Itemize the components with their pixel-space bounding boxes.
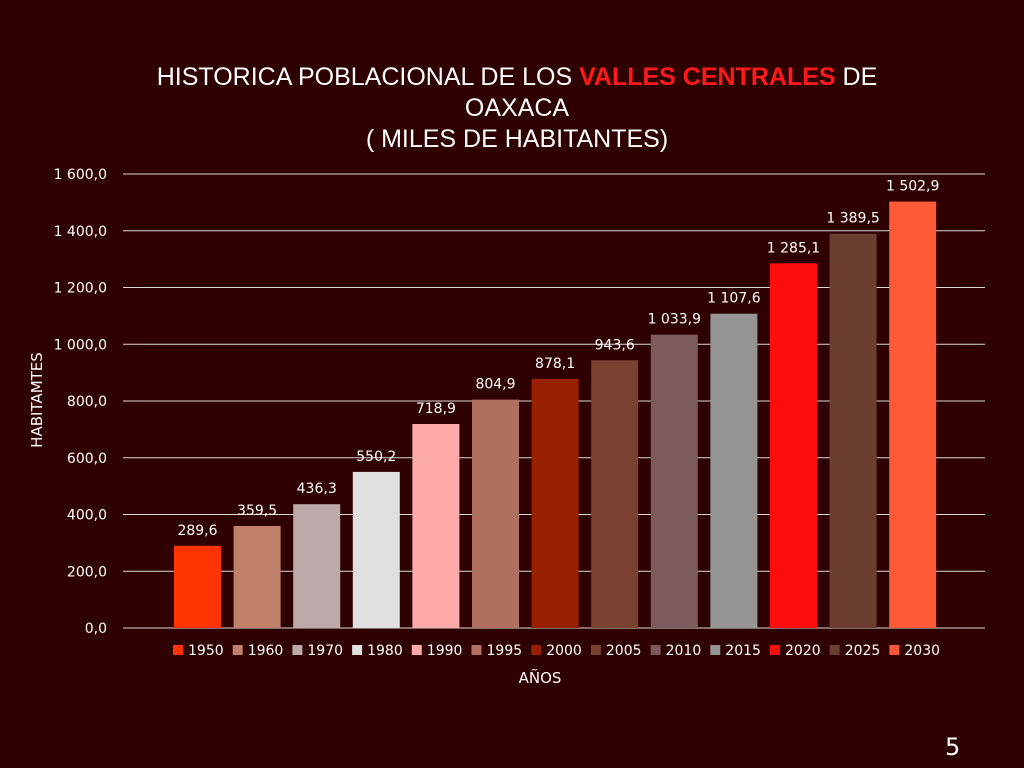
data-label-2000: 878,1: [535, 356, 575, 372]
data-label-1950: 289,6: [177, 523, 217, 539]
legend-swatch-1970: [292, 645, 303, 655]
bar-2015: [710, 313, 758, 628]
legend-swatch-1980: [352, 645, 363, 655]
y-tick-label: 1 000,0: [54, 337, 107, 353]
y-tick-label: 1 200,0: [54, 281, 107, 297]
slide-number: 5: [945, 733, 961, 761]
bar-1980: [352, 471, 400, 628]
y-tick-label: 0,0: [85, 621, 107, 637]
legend-swatch-2020: [770, 645, 780, 655]
bar-2000: [531, 378, 579, 628]
y-tick-label: 1 600,0: [54, 167, 107, 183]
legend-label-2025: 2025: [845, 643, 881, 659]
data-label-2030: 1 502,9: [886, 179, 939, 195]
data-label-1960: 359,5: [237, 503, 277, 519]
legend: 1950 1960 1970 1980 1990 1995 2000 2005 2010 2015…: [173, 643, 940, 659]
legend-label-1980: 1980: [367, 643, 403, 659]
legend-swatch-2000: [531, 645, 542, 655]
y-tick-label: 800,0: [67, 394, 107, 410]
y-tick-label: 400,0: [67, 508, 107, 524]
bar-1970: [293, 504, 341, 628]
data-labels: 289,6 359,5 436,3 550,2 718,9 804,9 878,1 943,6…: [177, 179, 939, 539]
bar-1990: [412, 424, 460, 628]
bar-chart: 0,0 200,0 400,0 600,0 800,0 1 000,0 1 200,0 1 4…: [28, 167, 985, 687]
legend-swatch-2005: [590, 645, 601, 655]
legend-label-2010: 2010: [666, 643, 702, 659]
data-label-1990: 718,9: [416, 401, 456, 417]
data-label-1995: 804,9: [475, 377, 515, 393]
legend-swatch-1960: [232, 645, 243, 655]
y-tick-label: 200,0: [67, 564, 107, 580]
legend-label-1990: 1990: [427, 643, 463, 659]
bar-1960: [233, 525, 281, 628]
data-label-1970: 436,3: [297, 481, 337, 497]
legend-swatch-1995: [471, 645, 482, 655]
y-axis-label: HABITAMTES: [28, 352, 46, 448]
legend-label-2020: 2020: [785, 643, 821, 659]
bar-2020: [770, 263, 817, 628]
bar-2030: [889, 201, 937, 628]
title-highlight: VALLES CENTRALES: [579, 63, 836, 91]
legend-label-1970: 1970: [307, 643, 343, 659]
x-axis-label: AÑOS: [519, 668, 562, 687]
title-part2: DE: [835, 63, 878, 91]
legend-label-2015: 2015: [725, 643, 761, 659]
legend-swatch-1990: [411, 645, 422, 655]
bars: [174, 201, 937, 628]
bar-2005: [591, 360, 639, 628]
legend-label-1995: 1995: [487, 643, 523, 659]
bar-2025: [829, 233, 877, 628]
data-label-2015: 1 107,6: [707, 291, 761, 307]
legend-label-1960: 1960: [248, 643, 284, 659]
legend-label-2030: 2030: [904, 643, 940, 659]
data-label-2010: 1 033,9: [648, 312, 701, 328]
legend-swatch-2030: [889, 645, 900, 655]
legend-swatch-1950: [173, 645, 183, 655]
legend-label-1950: 1950: [188, 643, 224, 659]
bar-1950: [174, 545, 221, 628]
data-label-2020: 1 285,1: [767, 240, 820, 256]
legend-swatch-2025: [829, 645, 840, 655]
data-label-1980: 550,2: [356, 449, 396, 465]
y-axis-ticks: 0,0 200,0 400,0 600,0 800,0 1 000,0 1 200,0 1 4…: [54, 167, 107, 637]
y-tick-label: 1 400,0: [54, 224, 107, 240]
title-line3: ( MILES DE HABITANTES): [365, 125, 669, 153]
title-line2: OAXACA: [464, 94, 570, 122]
data-label-2025: 1 389,5: [826, 211, 879, 227]
legend-label-2005: 2005: [606, 643, 642, 659]
legend-swatch-2010: [650, 645, 661, 655]
chart-title: HISTORICA POBLACIONAL DE LOS VALLES CENT…: [112, 62, 922, 155]
bar-2010: [650, 334, 698, 628]
legend-swatch-2015: [710, 645, 721, 655]
data-label-2005: 943,6: [595, 337, 635, 353]
bar-1995: [472, 399, 519, 628]
y-tick-label: 600,0: [67, 451, 107, 467]
title-part1: HISTORICA POBLACIONAL DE LOS: [156, 63, 580, 91]
legend-label-2000: 2000: [546, 643, 582, 659]
